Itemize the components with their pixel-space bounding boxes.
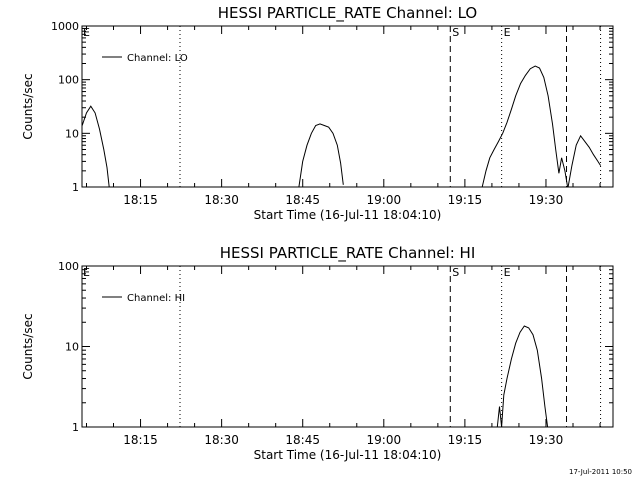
y-tick-label: 100 xyxy=(58,74,79,87)
x-tick-label: 19:30 xyxy=(529,433,564,447)
plot-frame xyxy=(81,25,614,188)
chart-title: HESSI PARTICLE_RATE Channel: LO xyxy=(218,4,477,23)
x-tick-label: 19:00 xyxy=(367,433,402,447)
y-tick-label: 1 xyxy=(72,181,79,194)
time-marker-label: E xyxy=(83,26,90,39)
y-tick-label: 10 xyxy=(65,341,79,354)
y-tick-label: 10 xyxy=(65,127,79,140)
y-axis-label: Counts/sec xyxy=(21,313,35,379)
y-tick-label: 100 xyxy=(58,260,79,273)
chart-panel-0 xyxy=(81,25,614,188)
legend-label: Channel: LO xyxy=(127,53,188,64)
series-line-segment xyxy=(481,65,569,187)
x-tick-label: 18:15 xyxy=(123,193,158,207)
x-tick-label: 19:15 xyxy=(448,433,483,447)
x-tick-label: 18:30 xyxy=(204,433,239,447)
chart-panel-1 xyxy=(81,265,614,428)
x-tick-label: 19:15 xyxy=(448,193,483,207)
series-line-segment xyxy=(567,134,602,187)
series-line-segment xyxy=(82,105,110,187)
x-tick-label: 18:45 xyxy=(285,433,320,447)
x-axis-label: Start Time (16-Jul-11 18:04:10) xyxy=(254,208,442,222)
x-tick-label: 19:30 xyxy=(529,193,564,207)
time-marker-label: E xyxy=(83,266,90,279)
x-tick-label: 19:00 xyxy=(367,193,402,207)
series-line-segment xyxy=(298,123,344,187)
x-axis-label: Start Time (16-Jul-11 18:04:10) xyxy=(254,448,442,462)
y-tick-label: 1 xyxy=(72,421,79,434)
time-marker-label: E xyxy=(504,266,511,279)
plot-frame xyxy=(81,265,614,428)
series-line-segment xyxy=(496,325,549,427)
x-tick-label: 18:30 xyxy=(204,193,239,207)
chart-title: HESSI PARTICLE_RATE Channel: HI xyxy=(220,244,476,263)
footer-timestamp: 17-Jul-2011 10:50 xyxy=(568,468,632,476)
legend-label: Channel: HI xyxy=(127,293,185,304)
time-marker-label: E xyxy=(504,26,511,39)
y-axis-label: Counts/sec xyxy=(21,73,35,139)
y-tick-label: 1000 xyxy=(51,20,79,33)
x-tick-label: 18:45 xyxy=(285,193,320,207)
x-tick-label: 18:15 xyxy=(123,433,158,447)
time-marker-label: S xyxy=(452,26,459,39)
time-marker-label: S xyxy=(452,266,459,279)
